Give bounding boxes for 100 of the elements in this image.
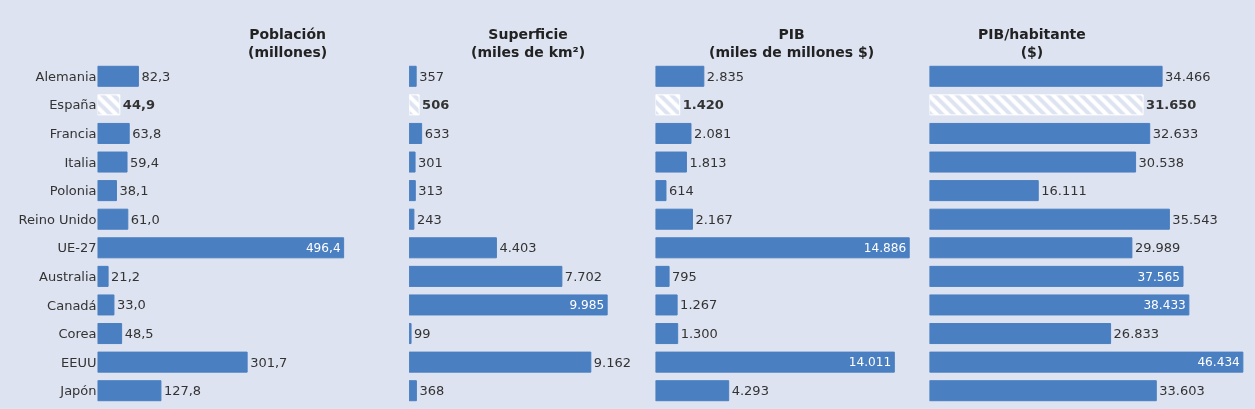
bar: [97, 237, 345, 259]
data-label: 4.403: [499, 240, 537, 256]
chart-title: Población (millones): [248, 26, 328, 61]
data-label: 48,5: [124, 326, 154, 342]
data-label: 1.813: [689, 154, 727, 170]
data-label: 37.565: [1137, 269, 1180, 284]
data-label: 1.420: [682, 97, 724, 113]
bar: [655, 65, 705, 87]
data-label: 496,4: [305, 241, 341, 255]
bar: [929, 65, 1163, 87]
bar: [655, 323, 679, 345]
data-label: 29.989: [1134, 240, 1181, 256]
bar: [97, 122, 130, 144]
bar: [929, 237, 1133, 259]
bar: [409, 151, 416, 173]
data-label: 14.886: [863, 241, 907, 255]
bar: [929, 351, 1244, 373]
bar: [929, 122, 1151, 144]
data-label: 44,9: [122, 97, 155, 113]
bar: [929, 294, 1190, 316]
data-label: 61,0: [130, 211, 160, 227]
data-label: 38,1: [119, 183, 149, 199]
data-label: 32.633: [1152, 125, 1199, 141]
data-label: 33,0: [116, 297, 146, 313]
data-label: 30.538: [1138, 154, 1185, 170]
bar: [655, 180, 667, 202]
bar: [409, 265, 563, 287]
bar: [929, 208, 1170, 230]
y-tick-label: España: [49, 97, 97, 113]
data-label: 357: [419, 68, 444, 84]
data-label: 313: [418, 183, 444, 199]
bar: [409, 294, 608, 316]
data-label: 16.111: [1041, 183, 1087, 199]
y-tick-label: EEUU: [61, 354, 97, 370]
bar: [97, 208, 129, 230]
bar: [97, 265, 109, 287]
data-label: 33.603: [1159, 383, 1205, 399]
y-tick-label: Japón: [59, 383, 97, 399]
data-label: 2.835: [706, 68, 745, 84]
data-label: 301,7: [250, 354, 288, 370]
bar: [97, 351, 248, 373]
data-label: 14.011: [848, 355, 892, 370]
bar: [655, 265, 670, 287]
data-label: 7.702: [564, 268, 603, 284]
y-tick-label: Australia: [39, 268, 97, 284]
y-tick-label: Italia: [64, 154, 97, 170]
data-label: 59,4: [130, 154, 159, 170]
data-label: 1.300: [680, 326, 718, 342]
bar: [97, 94, 121, 116]
data-label: 614: [668, 183, 694, 199]
y-tick-label: Corea: [58, 326, 97, 342]
y-tick-label: Reino Unido: [18, 211, 97, 227]
data-label: 243: [416, 211, 442, 227]
y-tick-label: Canadá: [47, 297, 97, 313]
bar: [409, 180, 416, 202]
bar: [409, 122, 423, 144]
bar: [655, 208, 693, 230]
y-tick-label: Francia: [49, 126, 97, 142]
data-label: 2.081: [693, 125, 732, 141]
data-label: 9.985: [569, 298, 605, 313]
bar: [655, 380, 730, 402]
data-label: 38.433: [1143, 298, 1186, 313]
bar: [97, 380, 162, 402]
data-label: 795: [672, 268, 697, 284]
bar: [929, 180, 1039, 202]
bar: [655, 351, 895, 373]
bar: [929, 323, 1112, 345]
data-label: 35.543: [1172, 211, 1218, 227]
data-label: 368: [419, 383, 445, 399]
bar: [409, 208, 415, 230]
data-label: 21,2: [111, 268, 141, 284]
data-label: 26.833: [1113, 326, 1160, 342]
bar: [409, 380, 417, 402]
chart-title: Superficie (miles de km²): [471, 26, 586, 61]
bar: [97, 151, 128, 173]
bar: [655, 237, 910, 259]
data-label: 2.167: [695, 211, 733, 227]
bar: [655, 122, 692, 144]
data-label: 99: [414, 326, 431, 342]
bar: [655, 294, 678, 316]
data-label: 1.267: [680, 297, 718, 313]
bar: [929, 94, 1144, 116]
bar: [97, 65, 139, 87]
bar: [409, 237, 497, 259]
bar: [97, 323, 123, 345]
bar: [409, 351, 592, 373]
data-label: 82,3: [141, 68, 171, 84]
bar: [655, 94, 681, 116]
y-tick-label: UE-27: [57, 240, 97, 256]
data-label: 63,8: [132, 125, 162, 141]
data-label: 9.162: [593, 354, 632, 370]
chart-title: PIB/habitante ($): [978, 26, 1086, 61]
data-label: 46.434: [1197, 355, 1241, 370]
bar: [655, 151, 687, 173]
bar: [97, 294, 115, 316]
data-label: 506: [422, 97, 450, 113]
data-label: 127,8: [163, 383, 202, 399]
bar: [409, 94, 420, 116]
bar: [929, 265, 1184, 287]
data-label: 4.293: [731, 383, 769, 399]
